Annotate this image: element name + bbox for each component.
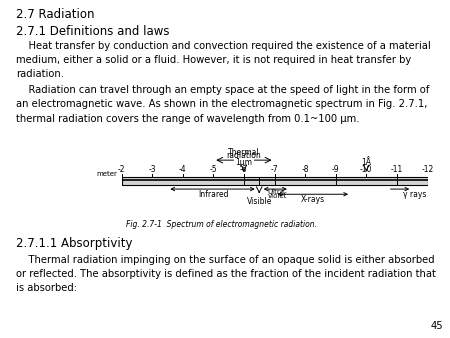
Text: 45: 45 xyxy=(431,321,443,331)
Bar xyxy=(122,177,428,185)
Text: is absorbed:: is absorbed: xyxy=(16,283,77,293)
Text: an electromagnetic wave. As shown in the electromagnetic spectrum in Fig. 2.7.1,: an electromagnetic wave. As shown in the… xyxy=(16,99,427,110)
Text: -6: -6 xyxy=(240,165,248,174)
Text: medium, either a solid or a fluid. However, it is not required in heat transfer : medium, either a solid or a fluid. Howev… xyxy=(16,55,411,65)
Text: γ rays: γ rays xyxy=(403,190,427,199)
Text: -3: -3 xyxy=(148,165,156,174)
Text: Radiation can travel through an empty space at the speed of light in the form of: Radiation can travel through an empty sp… xyxy=(16,85,429,95)
Text: -8: -8 xyxy=(302,165,309,174)
Text: -12: -12 xyxy=(421,165,434,174)
Text: thermal radiation covers the range of wavelength from 0.1~100 μm.: thermal radiation covers the range of wa… xyxy=(16,114,359,124)
Text: or reflected. The absorptivity is defined as the fraction of the incident radiat: or reflected. The absorptivity is define… xyxy=(16,269,436,279)
Text: -4: -4 xyxy=(179,165,186,174)
Text: 1μm: 1μm xyxy=(235,158,252,167)
Text: Heat transfer by conduction and convection required the existence of a material: Heat transfer by conduction and convecti… xyxy=(16,41,431,51)
Text: Visible: Visible xyxy=(247,197,272,206)
Text: Infrared: Infrared xyxy=(198,190,229,199)
Text: 2.7 Radiation: 2.7 Radiation xyxy=(16,8,94,21)
Text: -7: -7 xyxy=(271,165,278,174)
Text: 1Å: 1Å xyxy=(361,158,371,167)
Text: -11: -11 xyxy=(391,165,403,174)
Text: Ultra-: Ultra- xyxy=(268,189,287,195)
Text: violet: violet xyxy=(268,193,287,199)
Text: -5: -5 xyxy=(210,165,217,174)
Text: Thermal radiation impinging on the surface of an opaque solid is either absorbed: Thermal radiation impinging on the surfa… xyxy=(16,255,434,265)
Text: Fig. 2.7-1  Spectrum of electromagnetic radiation.: Fig. 2.7-1 Spectrum of electromagnetic r… xyxy=(126,220,317,229)
Text: meter: meter xyxy=(96,171,117,177)
Text: -10: -10 xyxy=(360,165,373,174)
Text: 2.7.1.1 Absorptivity: 2.7.1.1 Absorptivity xyxy=(16,237,132,249)
Text: -9: -9 xyxy=(332,165,339,174)
Text: -2: -2 xyxy=(118,165,125,174)
Text: X-rays: X-rays xyxy=(301,195,325,204)
Text: Thermal: Thermal xyxy=(228,148,260,157)
Text: radiation: radiation xyxy=(226,151,261,160)
Text: 2.7.1 Definitions and laws: 2.7.1 Definitions and laws xyxy=(16,25,169,38)
Text: radiation.: radiation. xyxy=(16,69,64,79)
